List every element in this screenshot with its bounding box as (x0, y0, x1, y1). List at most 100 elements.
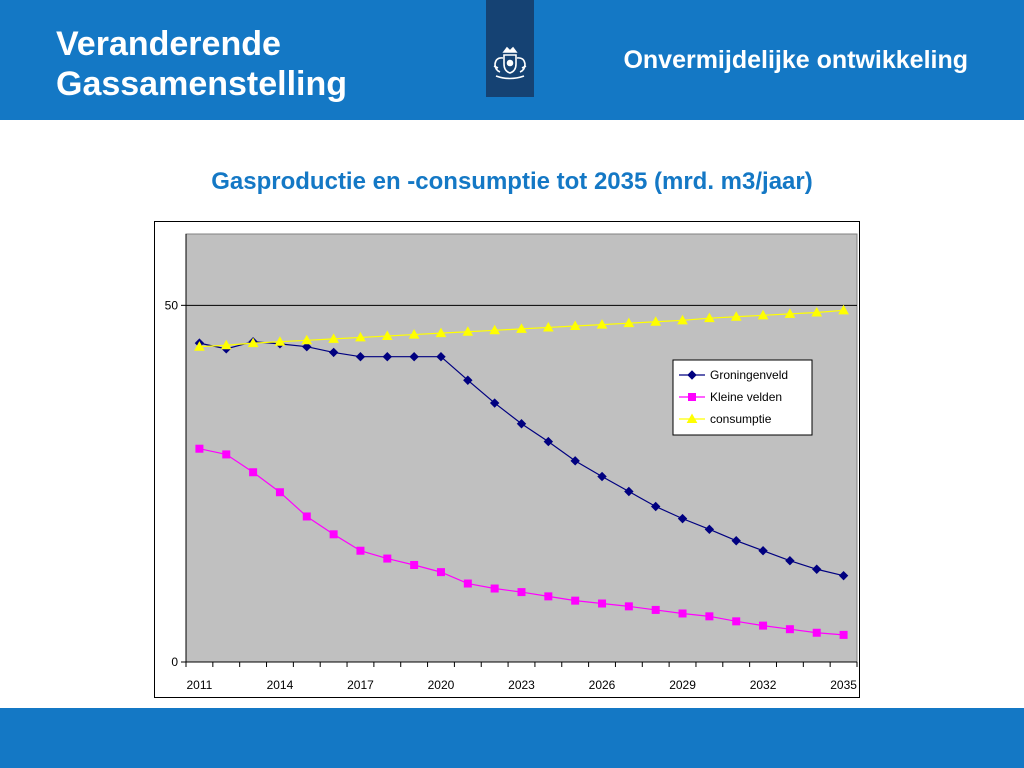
x-tick-label: 2032 (750, 678, 777, 692)
legend-marker-consumptie (686, 413, 698, 423)
data-point-kleine-velden (598, 599, 607, 608)
data-point-groningenveld (731, 536, 741, 546)
data-point-kleine-velden (839, 630, 848, 639)
header-bar: Veranderende Gassamenstelling Onvermijde… (0, 0, 1024, 120)
data-point-consumptie (489, 324, 501, 335)
data-point-consumptie (435, 327, 447, 338)
data-point-kleine-velden (329, 530, 338, 539)
data-point-consumptie (274, 336, 286, 346)
x-tick-label: 2011 (187, 678, 213, 692)
data-point-kleine-velden (275, 488, 284, 497)
data-point-groningenveld (812, 564, 822, 574)
data-point-kleine-velden (222, 450, 231, 459)
data-point-groningenveld (677, 513, 688, 524)
data-point-groningenveld (624, 486, 634, 497)
data-point-kleine-velden (705, 612, 714, 621)
x-tick-label: 2023 (508, 678, 535, 692)
data-point-consumptie (408, 329, 420, 339)
data-point-kleine-velden (732, 617, 741, 626)
data-point-kleine-velden (410, 560, 419, 569)
data-point-groningenveld (650, 501, 661, 512)
coat-of-arms-icon (493, 46, 527, 80)
x-tick-label: 2035 (830, 678, 857, 692)
chart-heading: Gasproductie en -consumptie tot 2035 (mr… (211, 168, 813, 195)
logo (486, 0, 534, 97)
data-point-kleine-velden (436, 568, 445, 577)
data-point-consumptie (811, 306, 823, 317)
data-point-consumptie (301, 334, 313, 345)
data-point-groningenveld (758, 546, 768, 556)
slide-title-line-2: Gassamenstelling (56, 65, 348, 103)
data-point-groningenveld (489, 398, 500, 408)
data-point-kleine-velden (544, 592, 553, 601)
plot-area (185, 233, 858, 663)
data-point-groningenveld (838, 570, 849, 581)
data-point-consumptie (220, 339, 232, 350)
data-point-groningenveld (355, 351, 366, 362)
data-point-consumptie (542, 321, 554, 332)
data-point-consumptie (355, 331, 366, 342)
data-point-kleine-velden (383, 554, 392, 563)
data-point-kleine-velden (302, 512, 311, 521)
footer-bar (0, 708, 1024, 768)
data-point-kleine-velden (759, 621, 768, 630)
data-point-groningenveld (409, 351, 419, 362)
data-point-consumptie (247, 337, 259, 348)
data-point-consumptie (623, 317, 635, 328)
legend-marker-groningenveld (687, 370, 697, 380)
data-point-groningenveld (543, 436, 554, 447)
data-point-groningenveld (382, 351, 393, 362)
data-point-consumptie (838, 304, 849, 315)
data-point-consumptie (730, 311, 742, 321)
data-point-consumptie (757, 309, 769, 320)
chart-frame: 0 50 2011 2014 2017 2020 2023 2026 2029 2032 2035 G… (154, 221, 860, 698)
data-point-consumptie (462, 326, 474, 336)
data-point-consumptie (328, 333, 339, 343)
data-point-consumptie (569, 320, 581, 331)
data-point-kleine-velden (517, 588, 526, 597)
x-tick-label: 2020 (428, 678, 455, 692)
data-point-kleine-velden (785, 625, 794, 634)
data-point-groningenveld (785, 555, 795, 566)
data-point-kleine-velden (624, 602, 633, 611)
data-point-groningenveld (516, 419, 527, 429)
data-point-kleine-velden (812, 628, 821, 637)
x-tick-label: 2017 (347, 678, 374, 692)
data-point-kleine-velden (678, 609, 687, 618)
data-point-groningenveld (463, 375, 473, 385)
legend-label-groningenveld: Groningenveld (710, 368, 788, 382)
data-point-kleine-velden (463, 579, 472, 588)
data-point-groningenveld (302, 341, 312, 352)
data-point-kleine-velden (651, 605, 660, 614)
data-point-kleine-velden (571, 596, 580, 605)
data-point-kleine-velden (490, 584, 499, 593)
x-tick-label: 2029 (669, 678, 696, 692)
x-tick-label: 2014 (267, 678, 294, 692)
legend-label-kleine-velden: Kleine velden (710, 390, 782, 404)
data-point-kleine-velden (356, 546, 365, 555)
data-point-groningenveld (436, 351, 446, 362)
y-tick-label: 0 (171, 655, 178, 669)
data-point-consumptie (381, 330, 393, 341)
data-point-groningenveld (328, 347, 339, 358)
data-point-consumptie (784, 308, 796, 318)
legend-marker-kleine-velden (688, 393, 696, 401)
slide-title-line-1: Veranderende (56, 25, 281, 63)
data-point-consumptie (704, 312, 715, 323)
data-point-consumptie (650, 316, 662, 326)
data-point-consumptie (194, 341, 205, 351)
data-point-kleine-velden (249, 468, 258, 477)
line-chart: 0 50 2011 2014 2017 2020 2023 2026 2029 2032 2035 G… (165, 233, 858, 692)
slide-title: Veranderende Gassamenstelling (56, 24, 347, 104)
data-point-groningenveld (570, 456, 580, 466)
slide-subtitle: Onvermijdelijke ontwikkeling (623, 46, 968, 74)
data-point-kleine-velden (195, 444, 204, 453)
x-tick-label: 2026 (589, 678, 616, 692)
legend-label-consumptie: consumptie (710, 412, 772, 426)
y-tick-label: 50 (165, 298, 179, 312)
data-point-groningenveld (597, 471, 607, 482)
data-point-groningenveld (704, 524, 715, 535)
data-point-consumptie (677, 314, 688, 325)
data-point-consumptie (516, 323, 527, 333)
data-point-consumptie (596, 319, 608, 329)
